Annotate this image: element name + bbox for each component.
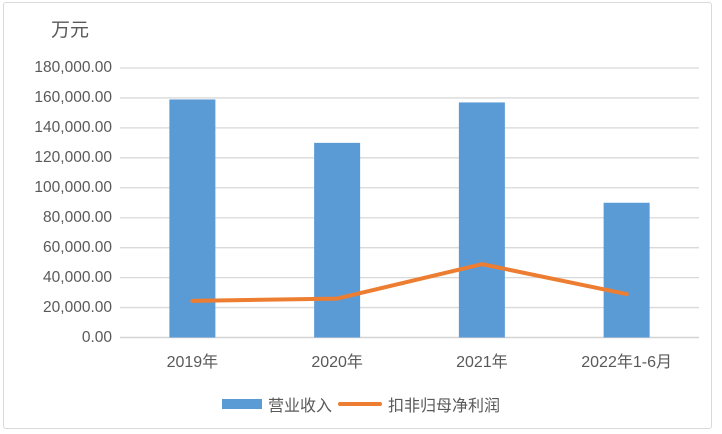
legend-label-net-profit: 扣非归母净利润: [388, 398, 501, 415]
legend-label-revenue: 营业收入: [267, 398, 332, 415]
line-series-swatch-icon: [338, 402, 382, 406]
y-tick-label: 140,000.00: [34, 118, 112, 136]
legend-item-revenue: 营业收入: [221, 392, 332, 416]
y-tick-label: 160,000.00: [34, 88, 112, 106]
bar-series-swatch-icon: [221, 399, 262, 409]
y-axis-unit-label: 万元: [51, 20, 90, 41]
y-tick-label: 60,000.00: [43, 238, 112, 256]
y-tick-label: 100,000.00: [34, 178, 112, 196]
legend-item-net-profit: 扣非归母净利润: [338, 392, 500, 416]
x-axis-label: 2019年: [166, 354, 219, 371]
bar-2021年: [458, 102, 505, 338]
y-tick-label: 120,000.00: [34, 148, 112, 166]
x-axis-label: 2022年1-6月: [581, 354, 672, 371]
y-tick-label: 0.00: [81, 328, 112, 346]
y-tick-label: 20,000.00: [43, 298, 112, 316]
bar-2019年: [169, 99, 216, 338]
y-tick-label: 180,000.00: [34, 59, 112, 76]
x-axis-label: 2020年: [311, 354, 363, 371]
x-axis-label: 2021年: [456, 354, 508, 371]
bar-2020年: [314, 142, 361, 338]
bar-2022年1-6月: [603, 202, 650, 338]
legend: 营业收入 扣非归母净利润: [0, 392, 722, 416]
y-tick-label: 80,000.00: [43, 208, 112, 226]
y-tick-label: 40,000.00: [43, 268, 112, 286]
line-series-扣非归母净利润: [190, 262, 629, 303]
